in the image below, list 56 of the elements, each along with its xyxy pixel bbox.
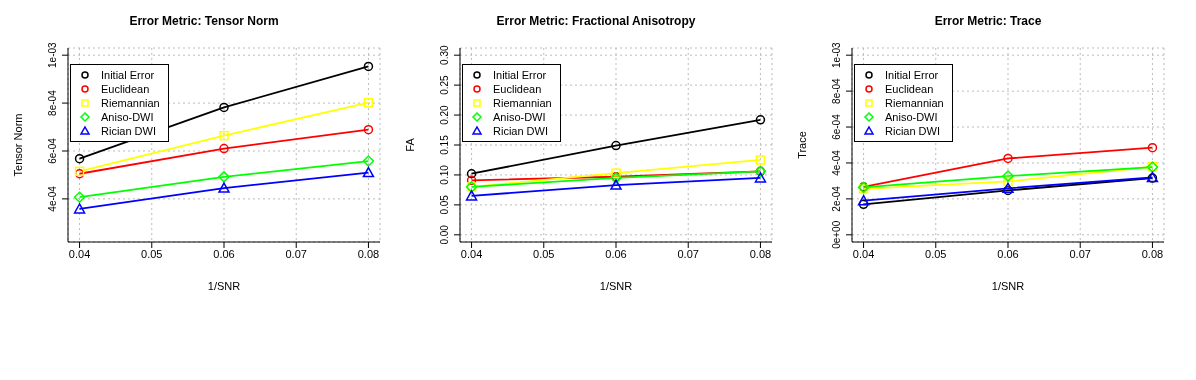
y-axis-title: Tensor Norm	[11, 113, 24, 177]
legend-label: Euclidean	[101, 82, 150, 96]
y-tick-label: 1e-03	[47, 41, 58, 68]
y-tick-label: 0.20	[439, 104, 450, 125]
legend-label: Aniso-DWI	[101, 110, 154, 124]
x-axis-title: 1/SNR	[991, 280, 1025, 292]
x-tick-label: 0.05	[141, 247, 163, 260]
legend-label: Initial Error	[101, 68, 155, 82]
x-tick-label: 0.07	[677, 247, 699, 260]
x-tick-label: 0.04	[460, 247, 483, 260]
y-tick-label: 4e-04	[47, 185, 58, 212]
x-tick-label: 0.04	[68, 247, 91, 260]
legend-label: Rician DWI	[885, 124, 941, 138]
legend-label: Riemannian	[493, 96, 552, 110]
x-tick-label: 0.08	[357, 247, 380, 260]
legend-label: Rician DWI	[101, 124, 157, 138]
y-tick-label: 1e-03	[831, 41, 842, 68]
x-tick-label: 0.05	[533, 247, 555, 260]
legend-label: Aniso-DWI	[885, 110, 938, 124]
x-tick-label: 0.05	[925, 247, 947, 260]
y-tick-label: 0.05	[439, 194, 450, 215]
y-tick-label: 0.10	[439, 164, 450, 185]
x-tick-label: 0.06	[997, 247, 1019, 260]
y-axis-title: Trace	[795, 131, 808, 159]
y-tick-label: 6e-04	[47, 137, 58, 164]
legend-label: Aniso-DWI	[493, 110, 546, 124]
x-tick-label: 0.07	[1069, 247, 1091, 260]
chart-title: Error Metric: Fractional Anisotropy	[495, 13, 697, 30]
y-tick-label: 0.15	[439, 134, 450, 155]
x-axis-title: 1/SNR	[599, 280, 633, 292]
x-tick-label: 0.08	[749, 247, 772, 260]
y-tick-label: 8e-04	[47, 89, 58, 116]
legend-label: Euclidean	[885, 82, 934, 96]
y-tick-label: 0e+00	[831, 220, 842, 249]
x-tick-label: 0.07	[285, 247, 307, 260]
x-tick-label: 0.08	[1141, 247, 1164, 260]
legend-label: Rician DWI	[493, 124, 549, 138]
legend-label: Riemannian	[885, 96, 944, 110]
y-tick-label: 2e-04	[831, 185, 842, 212]
chart-title: Error Metric: Tensor Norm	[128, 13, 280, 30]
x-axis-title: 1/SNR	[207, 280, 241, 292]
legend-label: Riemannian	[101, 96, 160, 110]
legend-label: Euclidean	[493, 82, 542, 96]
y-axis-title: FA	[403, 137, 416, 152]
y-tick-label: 0.00	[439, 224, 450, 245]
chart-title: Error Metric: Trace	[933, 13, 1043, 30]
x-tick-label: 0.04	[852, 247, 875, 260]
x-tick-label: 0.06	[213, 247, 235, 260]
y-tick-label: 0.30	[439, 45, 450, 65]
legend-label: Initial Error	[885, 68, 939, 82]
x-tick-label: 0.06	[605, 247, 627, 260]
legend-label: Initial Error	[493, 68, 547, 82]
y-tick-label: 6e-04	[831, 113, 842, 140]
y-tick-label: 0.25	[439, 74, 450, 95]
y-tick-label: 8e-04	[831, 77, 842, 104]
y-tick-label: 4e-04	[831, 149, 842, 176]
